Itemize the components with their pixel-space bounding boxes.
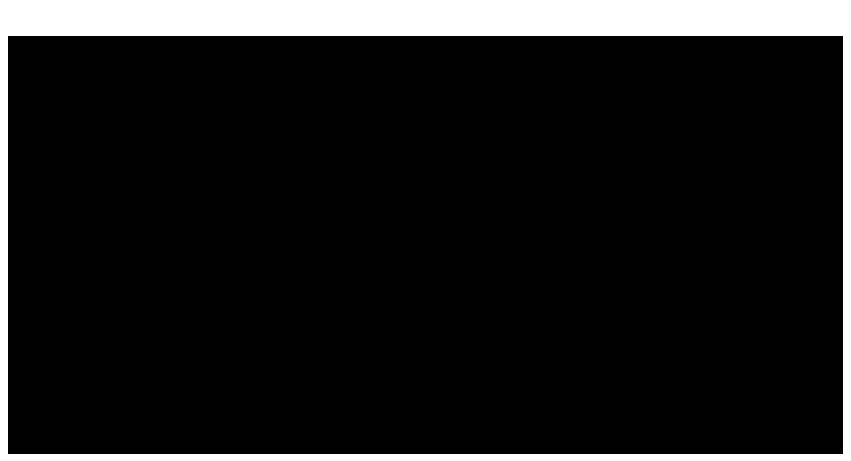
word-cloud: [8, 36, 843, 454]
word-cloud-svg: [8, 36, 843, 454]
